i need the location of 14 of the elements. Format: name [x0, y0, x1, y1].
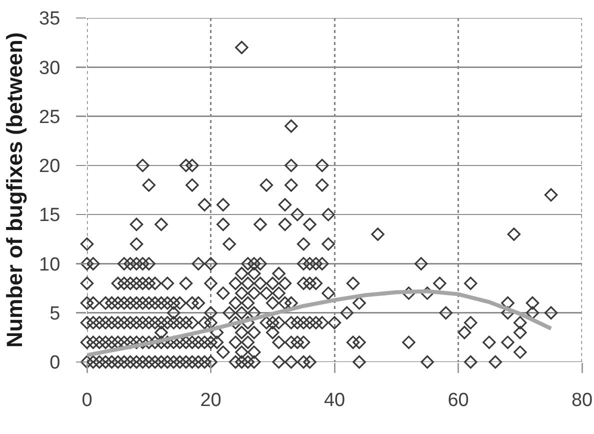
x-tick-label: 40	[324, 390, 346, 411]
y-tick-label: 15	[39, 205, 60, 226]
y-tick-label: 0	[50, 352, 60, 374]
y-tick-label: 35	[39, 8, 60, 30]
y-tick-label: 25	[39, 106, 60, 128]
y-axis-title: Number of bugfixes (between)	[2, 32, 27, 348]
x-tick-label: 20	[200, 390, 222, 411]
y-tick-label: 20	[39, 156, 60, 178]
y-tick-label: 10	[39, 254, 60, 276]
y-tick-label: 5	[50, 304, 60, 325]
x-tick-label: 60	[448, 390, 469, 411]
x-tick-label: 80	[571, 390, 593, 411]
x-tick-label: 0	[82, 390, 92, 411]
y-tick-label: 30	[39, 58, 60, 79]
